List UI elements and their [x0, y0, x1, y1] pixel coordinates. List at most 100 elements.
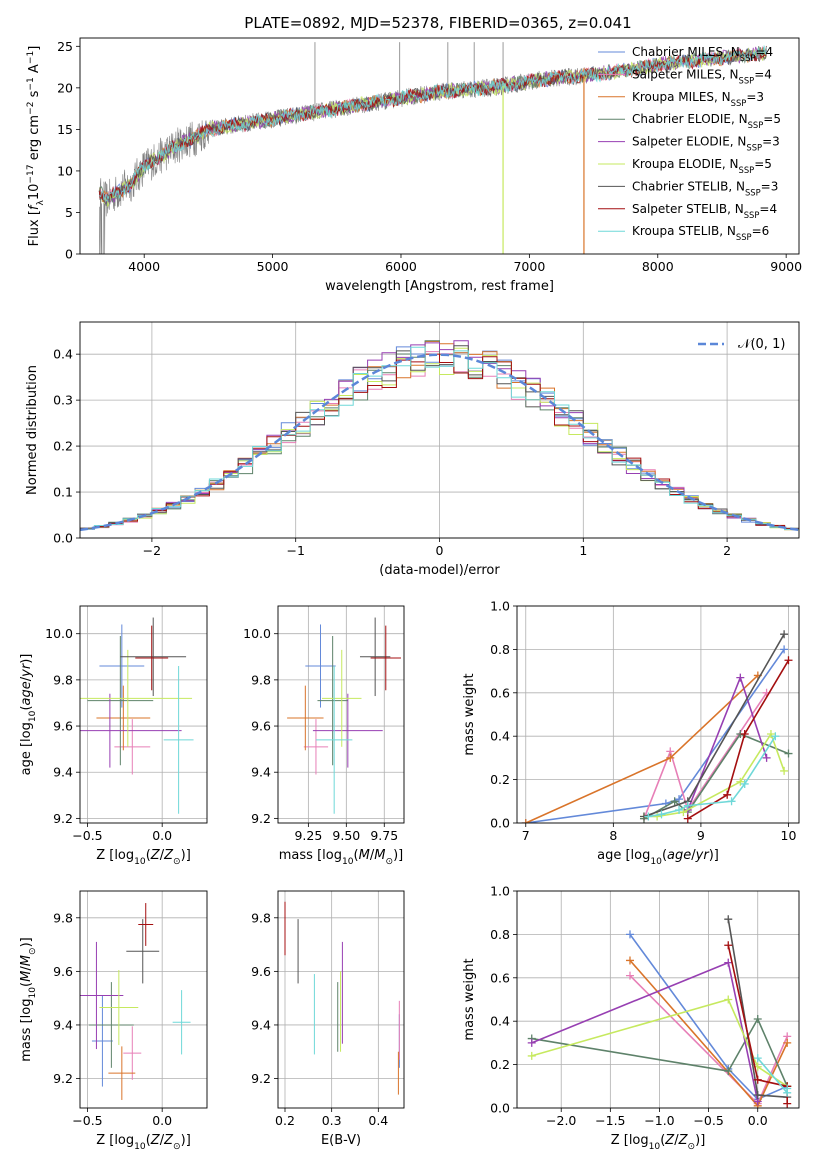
- legend-label: Salpeter MILES, NSSP=4: [632, 67, 772, 85]
- age-vs-z-axes: −0.5 0.0 9.2 9.4 9.6 9.8 10.0: [45, 606, 207, 843]
- x-tick-label: −2.0: [546, 1113, 576, 1128]
- mass-weight-marker: [679, 808, 688, 817]
- mass-weight-marker: [666, 753, 675, 762]
- mass-weight-marker: [724, 915, 733, 924]
- y-tick-label: 9.8: [53, 910, 73, 925]
- mass-vs-z-ylabel: mass [log10(M/M⊙)]: [19, 937, 38, 1061]
- legend-label: Kroupa STELIB, NSSP=6: [632, 224, 769, 242]
- age-vs-z-ylabel: age [log10(age/yr)]: [19, 654, 38, 776]
- x-tick-label: 9.50: [332, 828, 360, 843]
- mass-weight-marker: [753, 1015, 762, 1024]
- y-tick-label: 9.2: [53, 1071, 73, 1086]
- y-tick-label: 9.4: [53, 765, 73, 780]
- spectrum-ylabel: Flux [fλ10−17 erg cm−2 s−1 A−1]: [26, 46, 46, 247]
- mass-weight-marker: [780, 645, 789, 654]
- y-tick-label: 9.2: [53, 811, 73, 826]
- y-tick-label: 0.2: [53, 439, 73, 454]
- histogram-step-line: [80, 340, 799, 530]
- y-tick-label: 10.0: [45, 626, 73, 641]
- mass-weight-marker: [766, 730, 775, 739]
- mass-vs-ebv-frame: [277, 890, 405, 1109]
- mass-weight-marker: [780, 630, 789, 639]
- x-tick-label: −0.5: [72, 828, 102, 843]
- y-tick-label: 0.6: [490, 685, 510, 700]
- mass-weight-marker: [736, 777, 745, 786]
- spectrum-axes: 4000 5000 6000 7000 8000 9000 0 5 10 15 20 25: [57, 39, 802, 274]
- y-tick-label: 0.4: [53, 347, 73, 362]
- mass-weight-marker: [771, 732, 780, 741]
- legend-label: Chabrier STELIB, NSSP=3: [632, 179, 778, 197]
- mass-weight-line: [531, 961, 759, 1102]
- mass-vs-ebv-axes: 0.2 0.3 0.4 9.2 9.4 9.6 9.8: [251, 891, 404, 1128]
- x-tick-label: 0: [436, 543, 444, 558]
- x-tick-label: 6000: [385, 259, 417, 274]
- mass-weight-marker: [753, 1054, 762, 1063]
- y-tick-label: 0.0: [490, 816, 510, 831]
- model-spectrum-line: [98, 45, 767, 202]
- y-tick-label: 25: [57, 39, 73, 54]
- mass-weight-marker: [625, 956, 634, 965]
- mass-weight-marker: [784, 749, 793, 758]
- residuals-ylabel: Normed distribution: [25, 365, 40, 495]
- spectrum-xlabel: wavelength [Angstrom, rest frame]: [325, 279, 554, 294]
- massweight-vs-age-frame: [516, 605, 800, 824]
- mass-vs-z-data: [80, 903, 191, 1100]
- y-tick-label: 0.8: [490, 642, 510, 657]
- x-tick-label: −1: [286, 543, 304, 558]
- mass-vs-z-xlabel: Z [log10(Z/Z⊙)]: [96, 1133, 191, 1152]
- age-vs-z-data: [80, 617, 194, 814]
- y-tick-label: 9.6: [251, 964, 271, 979]
- mass-weight-marker: [724, 958, 733, 967]
- y-tick-label: 0: [65, 247, 73, 262]
- x-tick-label: 7000: [513, 259, 545, 274]
- mass-weight-marker: [783, 1038, 792, 1047]
- x-tick-label: 8000: [642, 259, 674, 274]
- mass-weight-marker: [670, 797, 679, 806]
- x-tick-label: 5000: [257, 259, 289, 274]
- y-tick-label: 10: [57, 163, 73, 178]
- x-tick-label: 8: [609, 828, 617, 843]
- y-tick-label: 9.8: [251, 672, 271, 687]
- mass-weight-marker: [724, 941, 733, 950]
- x-tick-label: −1.0: [644, 1113, 674, 1128]
- mass-weight-marker: [724, 995, 733, 1004]
- mass-weight-marker: [780, 766, 789, 775]
- x-tick-label: 2: [723, 543, 731, 558]
- massweight-vs-age-xlabel: age [log10(age/yr)]: [597, 848, 719, 867]
- age-vs-mass-axes: 9.25 9.50 9.75 9.2 9.4 9.6 9.8 10.0: [243, 606, 404, 843]
- observed-spectrum-line: [99, 67, 588, 254]
- mass-weight-marker: [753, 1075, 762, 1084]
- y-tick-label: 0.6: [490, 970, 510, 985]
- mass-weight-marker: [727, 797, 736, 806]
- x-tick-label: 9.25: [294, 828, 322, 843]
- mass-vs-ebv-data: [284, 901, 400, 1095]
- y-tick-label: 5: [65, 205, 73, 220]
- mass-weight-marker: [783, 1099, 792, 1108]
- normal-curve-line: [80, 353, 799, 532]
- y-tick-label: 0.0: [53, 531, 73, 546]
- mass-weight-marker: [683, 814, 692, 823]
- legend-label: 𝒩(0, 1): [738, 337, 785, 352]
- y-tick-label: 9.2: [251, 1071, 271, 1086]
- spectrum-frame: [79, 37, 800, 255]
- legend-label: Salpeter STELIB, NSSP=4: [632, 202, 777, 220]
- mass-weight-marker: [675, 795, 684, 804]
- residuals-frame: [79, 321, 800, 539]
- mass-weight-marker: [736, 673, 745, 682]
- age-vs-z-frame: [79, 605, 208, 824]
- model-spectrum-line: [98, 47, 767, 207]
- y-tick-label: 0.3: [53, 393, 73, 408]
- mass-weight-marker: [675, 805, 684, 814]
- histogram-step-line: [80, 353, 799, 530]
- massweight-vs-z-xlabel: Z [log10(Z/Z⊙)]: [611, 1133, 706, 1152]
- mass-weight-marker: [644, 812, 653, 821]
- x-tick-label: 10: [781, 828, 797, 843]
- mass-weight-marker: [724, 1067, 733, 1076]
- x-tick-label: −1.5: [595, 1113, 625, 1128]
- x-tick-label: 0.0: [152, 1113, 172, 1128]
- mass-weight-marker: [527, 1051, 536, 1060]
- mass-weight-marker: [762, 753, 771, 762]
- mass-vs-ebv-xlabel: E(B-V): [321, 1133, 361, 1148]
- mass-weight-marker: [521, 819, 530, 823]
